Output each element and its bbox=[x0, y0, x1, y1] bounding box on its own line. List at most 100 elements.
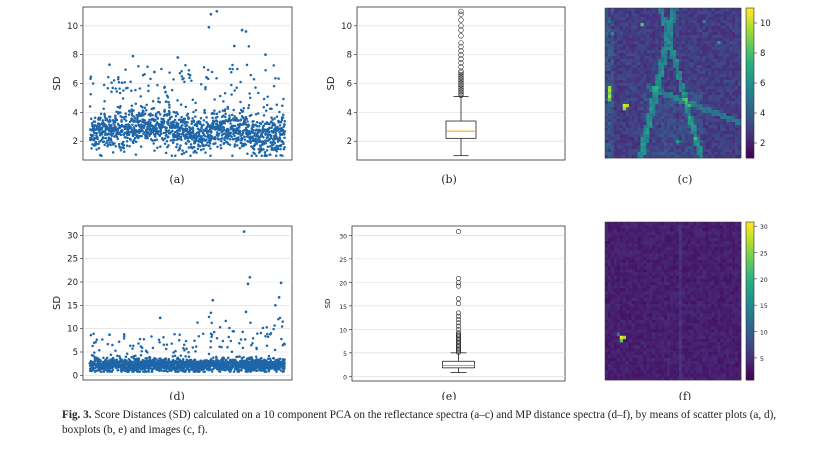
heatmap-cell bbox=[711, 89, 715, 93]
scatter-point bbox=[120, 81, 124, 85]
heatmap-cell bbox=[658, 68, 662, 72]
heatmap-cell bbox=[664, 140, 668, 144]
heatmap-cell bbox=[622, 53, 626, 57]
heatmap-cell bbox=[702, 113, 706, 117]
scatter-point bbox=[265, 149, 269, 152]
heatmap-cell bbox=[646, 119, 650, 123]
heatmap-cell bbox=[643, 128, 647, 132]
heatmap-cell bbox=[610, 122, 615, 126]
heatmap-cell bbox=[616, 131, 621, 135]
scatter-point bbox=[253, 132, 257, 135]
heatmap-cell bbox=[696, 89, 700, 93]
scatter-point bbox=[115, 90, 119, 93]
heatmap-cell bbox=[655, 89, 659, 93]
heatmap-cell bbox=[726, 119, 730, 123]
heatmap-cell bbox=[735, 53, 739, 57]
heatmap-cell bbox=[720, 134, 724, 138]
heatmap-cell bbox=[661, 134, 665, 138]
heatmap-cell bbox=[673, 140, 677, 144]
heatmap-cell bbox=[631, 134, 635, 138]
heatmap-cell bbox=[658, 62, 662, 66]
heatmap-cell bbox=[708, 65, 712, 69]
heatmap-cell bbox=[705, 65, 709, 69]
heatmap-cell bbox=[699, 35, 703, 39]
heatmap-cell bbox=[649, 20, 653, 24]
scatter-point bbox=[99, 112, 103, 116]
heatmap-cell bbox=[619, 47, 624, 51]
heatmap-cell bbox=[646, 20, 650, 24]
heatmap-cell bbox=[649, 29, 653, 33]
heatmap-cell bbox=[690, 38, 694, 42]
heatmap-cell bbox=[711, 20, 715, 24]
heatmap-cell bbox=[684, 8, 689, 12]
heatmap-cell bbox=[610, 59, 615, 63]
heatmap-cell bbox=[684, 77, 689, 81]
heatmap-cell bbox=[625, 8, 629, 12]
heatmap-cell bbox=[705, 143, 709, 147]
heatmap-cell bbox=[664, 50, 668, 54]
scatter-point bbox=[190, 120, 194, 123]
heatmap-cell bbox=[622, 38, 626, 42]
heatmap-cell bbox=[681, 38, 686, 42]
heatmap-cell bbox=[678, 83, 683, 87]
heatmap-cell bbox=[705, 134, 709, 138]
heatmap-cell bbox=[664, 47, 668, 51]
heatmap-cell bbox=[622, 26, 626, 30]
heatmap-cell bbox=[705, 98, 709, 102]
heatmap-cell bbox=[616, 14, 621, 18]
heatmap-cell bbox=[673, 131, 677, 135]
heatmap-cell bbox=[605, 143, 609, 147]
scatter-point bbox=[168, 103, 171, 107]
heatmap-cell bbox=[681, 50, 686, 54]
heatmap-cell bbox=[726, 47, 730, 51]
heatmap-cell bbox=[640, 80, 644, 84]
heatmap-cell bbox=[652, 104, 656, 108]
heatmap-cell bbox=[628, 92, 632, 96]
heatmap-cell bbox=[667, 128, 671, 132]
heatmap-cell bbox=[678, 53, 683, 57]
heatmap-cell bbox=[605, 74, 609, 78]
heatmap-cell bbox=[667, 41, 671, 45]
heatmap-cell bbox=[625, 56, 629, 60]
heatmap-cell bbox=[699, 44, 703, 48]
scatter-point bbox=[252, 125, 255, 128]
heatmap-cell bbox=[616, 125, 621, 129]
heatmap-cell bbox=[622, 74, 626, 78]
heatmap-cell bbox=[693, 62, 697, 66]
heatmap-cell bbox=[714, 26, 718, 30]
heatmap-cell bbox=[655, 134, 659, 138]
heatmap-cell bbox=[613, 11, 618, 15]
heatmap-cell bbox=[681, 134, 686, 138]
heatmap-cell bbox=[696, 146, 700, 150]
heatmap-cell bbox=[616, 110, 621, 114]
heatmap-cell bbox=[681, 143, 686, 147]
heatmap-cell bbox=[640, 98, 644, 102]
heatmap-cell bbox=[664, 23, 668, 27]
scatter-point bbox=[99, 359, 102, 362]
heatmap-cell bbox=[696, 23, 700, 27]
heatmap-cell bbox=[628, 47, 632, 51]
scatter-point bbox=[280, 133, 284, 137]
scatter-point bbox=[183, 349, 186, 352]
heatmap-cell bbox=[675, 101, 680, 105]
scatter-point bbox=[200, 126, 203, 130]
heatmap-cell bbox=[687, 155, 692, 159]
heatmap-cell bbox=[667, 71, 671, 75]
heatmap-cell bbox=[735, 56, 739, 60]
heatmap-cell bbox=[664, 137, 668, 141]
heatmap-cell bbox=[667, 119, 671, 123]
scatter-point bbox=[132, 109, 135, 112]
scatter-point bbox=[265, 154, 268, 157]
heatmap-cell bbox=[678, 44, 683, 48]
scatter-point bbox=[153, 356, 156, 360]
scatter-point bbox=[222, 100, 225, 103]
heatmap-cell bbox=[610, 140, 615, 144]
heatmap-cell bbox=[714, 86, 718, 90]
heatmap-cell bbox=[619, 137, 624, 141]
scatter-point bbox=[255, 121, 259, 124]
scatter-point bbox=[142, 113, 145, 117]
heatmap-cell bbox=[613, 89, 618, 93]
scatter-point bbox=[125, 352, 129, 356]
heatmap-cell bbox=[738, 146, 742, 150]
heatmap-cell bbox=[726, 20, 730, 24]
